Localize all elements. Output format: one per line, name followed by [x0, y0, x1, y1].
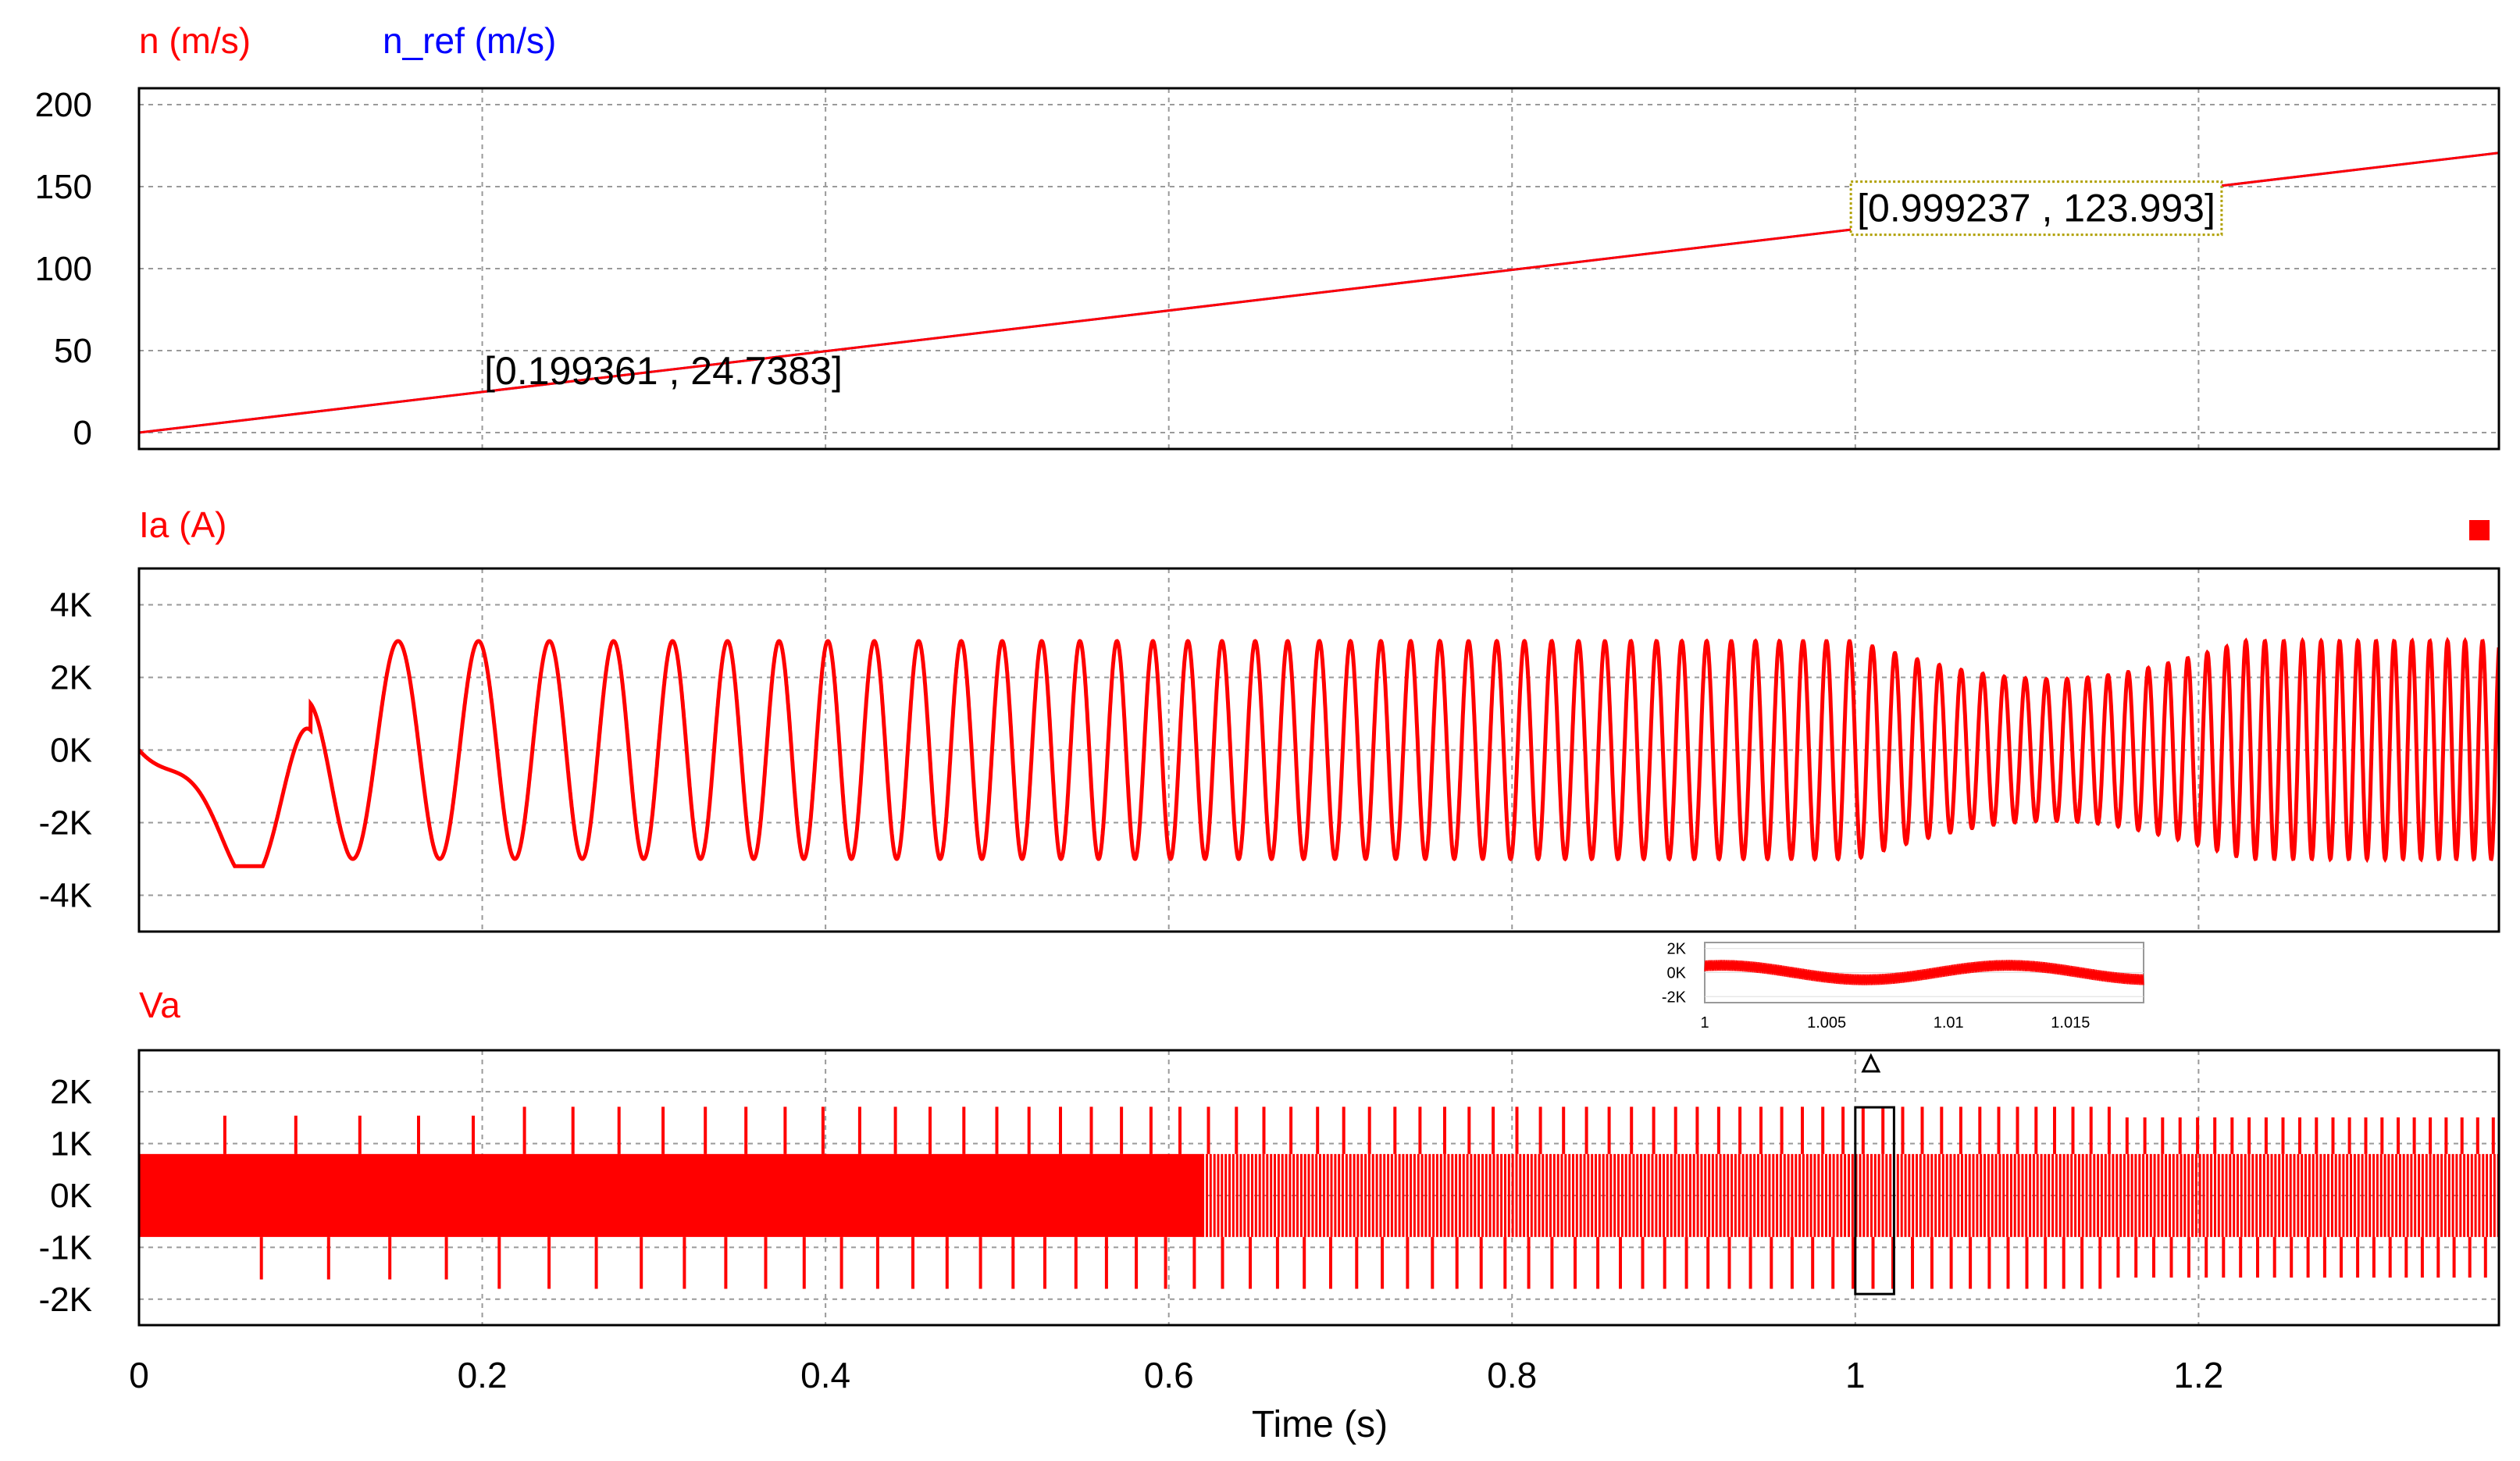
- legend-speed-1: n_ref (m/s): [383, 20, 556, 61]
- panel-current: Ia (A) 4K 2K 0K -2K -4K: [39, 504, 2500, 933]
- inset-x-tick: 1.005: [1807, 1014, 1846, 1032]
- va-pwm: [1202, 1153, 2499, 1238]
- x-tick: 0.8: [1487, 1355, 1537, 1395]
- inset-series: [1704, 960, 2144, 985]
- va-spikes: [223, 1106, 2495, 1289]
- legend-voltage-0: Va: [139, 985, 180, 1025]
- legend-marker-icon: [2469, 520, 2490, 540]
- grid-speed: [139, 88, 2499, 449]
- x-tick: 1: [1845, 1355, 1866, 1395]
- y-tick-current: 0K: [50, 732, 92, 770]
- y-tick-voltage: 2K: [50, 1073, 92, 1111]
- inset-x-tick: 1.015: [2051, 1014, 2090, 1032]
- annotation-1: [0.999237 , 123.993]: [1857, 187, 2215, 230]
- y-tick-current: 4K: [50, 586, 92, 625]
- frame-current: [137, 567, 2500, 933]
- x-tick: 0: [129, 1355, 149, 1395]
- x-tick: 0.6: [1144, 1355, 1194, 1395]
- y-tick-speed: 100: [35, 250, 92, 288]
- y-tick-voltage: 0K: [50, 1177, 92, 1215]
- inset-x-tick: 1.01: [1934, 1014, 1964, 1032]
- series-ia: [139, 636, 2499, 868]
- zoom-inset: 2K 0K -2K 1 1.005 1.01 1.015: [1662, 941, 2144, 1032]
- zoom-arrow-head-icon: [1861, 1053, 1881, 1073]
- y-tick-speed: 200: [35, 86, 92, 124]
- y-tick-voltage: -2K: [39, 1281, 92, 1319]
- y-tick-current: -2K: [39, 804, 92, 843]
- va-band: [139, 1153, 1203, 1238]
- legend-current-0: Ia (A): [139, 504, 226, 545]
- data-voltage: [139, 1106, 2499, 1289]
- frame-voltage: [137, 1049, 2500, 1327]
- annotation-box: [1849, 180, 2223, 237]
- inset-x-tick: 1: [1700, 1014, 1709, 1032]
- y-tick-current: 2K: [50, 659, 92, 697]
- y-tick-speed: 0: [73, 414, 92, 452]
- panels-layer: n (m/s) n_ref (m/s) 200 150 100 50 0 [0.199361 …: [35, 20, 2500, 1327]
- y-tick-voltage: 1K: [50, 1125, 92, 1163]
- panel-speed: n (m/s) n_ref (m/s) 200 150 100 50 0 [0.199361 …: [35, 20, 2500, 452]
- legend-speed-0: n (m/s): [139, 20, 251, 61]
- y-tick-current: -4K: [39, 877, 92, 915]
- x-tick: 0.2: [458, 1355, 508, 1395]
- y-tick-voltage: -1K: [39, 1228, 92, 1267]
- y-tick-speed: 150: [35, 168, 92, 206]
- x-axis: 0 0.2 0.4 0.6 0.8 1 1.2 Time (s): [129, 1355, 2223, 1445]
- inset-y-tick: -2K: [1662, 989, 1687, 1006]
- x-tick: 0.4: [800, 1355, 850, 1395]
- annotation-0: [0.199361 , 24.7383]: [484, 349, 843, 393]
- frame-speed: [137, 87, 2500, 451]
- x-axis-label: Time (s): [1252, 1404, 1388, 1445]
- panel-voltage: Va 2K 1K 0K -1K -2K: [39, 985, 2500, 1327]
- y-tick-speed: 50: [54, 332, 92, 370]
- inset-y-tick: 0K: [1667, 965, 1687, 982]
- data-current: [139, 636, 2499, 868]
- zoom-box: [1854, 1106, 1895, 1295]
- inset-y-tick: 2K: [1667, 941, 1687, 958]
- x-tick: 1.2: [2173, 1355, 2223, 1395]
